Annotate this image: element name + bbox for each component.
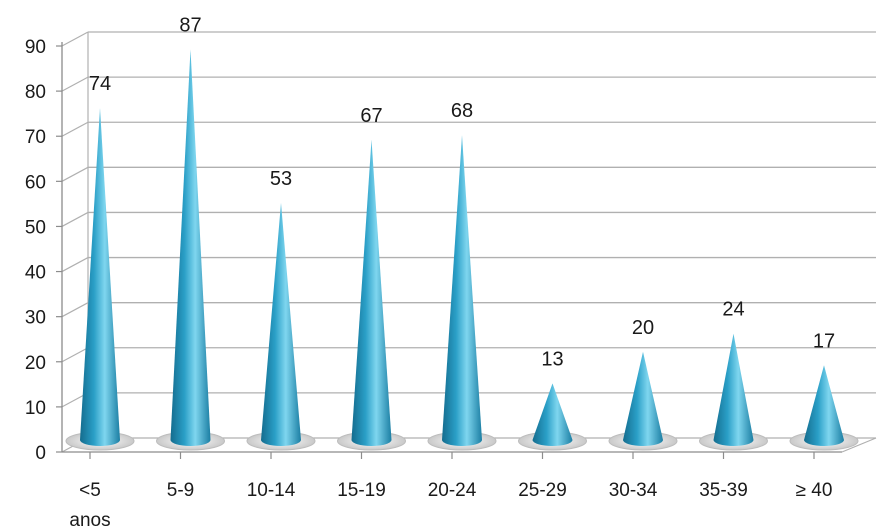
y-tick-label: 70 [25,127,46,148]
x-tick-label: <5 anos [69,480,110,531]
cone-bar [804,365,844,446]
x-tick-label-line: 15-19 [337,480,386,501]
x-tick-label-line: 5-9 [167,480,194,501]
cone-bar [170,49,211,447]
x-tick-label-line: anos [69,510,110,531]
x-tick-label-line: 20-24 [428,480,477,501]
y-tick-label: 80 [25,82,46,103]
y-tick-label: 40 [25,263,46,284]
data-labels: 74 87 53 67 68 13 20 24 17 [89,15,835,371]
cone-bar [80,108,120,446]
x-tick-label: 20-24 [428,480,477,501]
floor-right-edge [841,437,877,453]
y-tick-label: 60 [25,172,46,193]
gridline-side [61,302,89,318]
gridline-side [61,257,89,273]
gridline-side [61,211,89,227]
y-tick-label: 50 [25,217,46,238]
x-tick-label: 30-34 [609,480,658,501]
cone-bar [261,202,301,446]
y-tick-label: 30 [25,308,46,329]
x-tick-label: 25-29 [518,480,567,501]
data-label: 20 [632,317,654,339]
data-label: 68 [451,100,473,122]
data-label: 74 [89,73,111,95]
data-label: 87 [179,15,201,37]
x-tick-label: 15-19 [337,480,386,501]
cone-bar [532,383,573,446]
x-tick-label-line: 30-34 [609,480,658,501]
x-tick-label: 10-14 [247,480,296,501]
cone-bar [713,333,754,446]
x-tick-label-line: <5 [79,480,101,501]
gridline-side [61,121,89,137]
x-tick-label-line: 10-14 [247,480,296,501]
cone-bars [65,49,859,451]
data-label: 17 [813,330,835,352]
y-tick-label: 10 [25,398,46,419]
data-label: 24 [722,299,744,321]
x-tick-label: ≥ 40 [796,480,833,501]
cone-bar [351,139,392,446]
y-tick-label: 20 [25,353,46,374]
gridline-side [61,31,89,47]
data-label: 53 [270,168,292,190]
x-tick-label-line: 25-29 [518,480,567,501]
gridline-side [61,76,89,92]
y-tick-label: 0 [35,443,46,464]
cone-bar [623,351,663,446]
y-axis-tick-labels: 0 10 20 30 40 50 60 70 80 90 [25,37,46,464]
data-label: 13 [541,348,563,370]
gridline-side [61,166,89,182]
x-tick-label: 5-9 [167,480,194,501]
x-tick-label-line: ≥ 40 [796,480,833,501]
gridline-side [61,347,89,363]
x-tick-label: 35-39 [699,480,748,501]
cone-bar [442,135,482,446]
data-label: 67 [360,105,382,127]
x-axis-tick-labels: <5 anos 5-9 10-14 15-19 20-24 25-29 30-34 35-39 ≥… [69,480,832,531]
y-tick-label: 90 [25,37,46,58]
x-tick-label-line: 35-39 [699,480,748,501]
gridlines [61,31,876,453]
